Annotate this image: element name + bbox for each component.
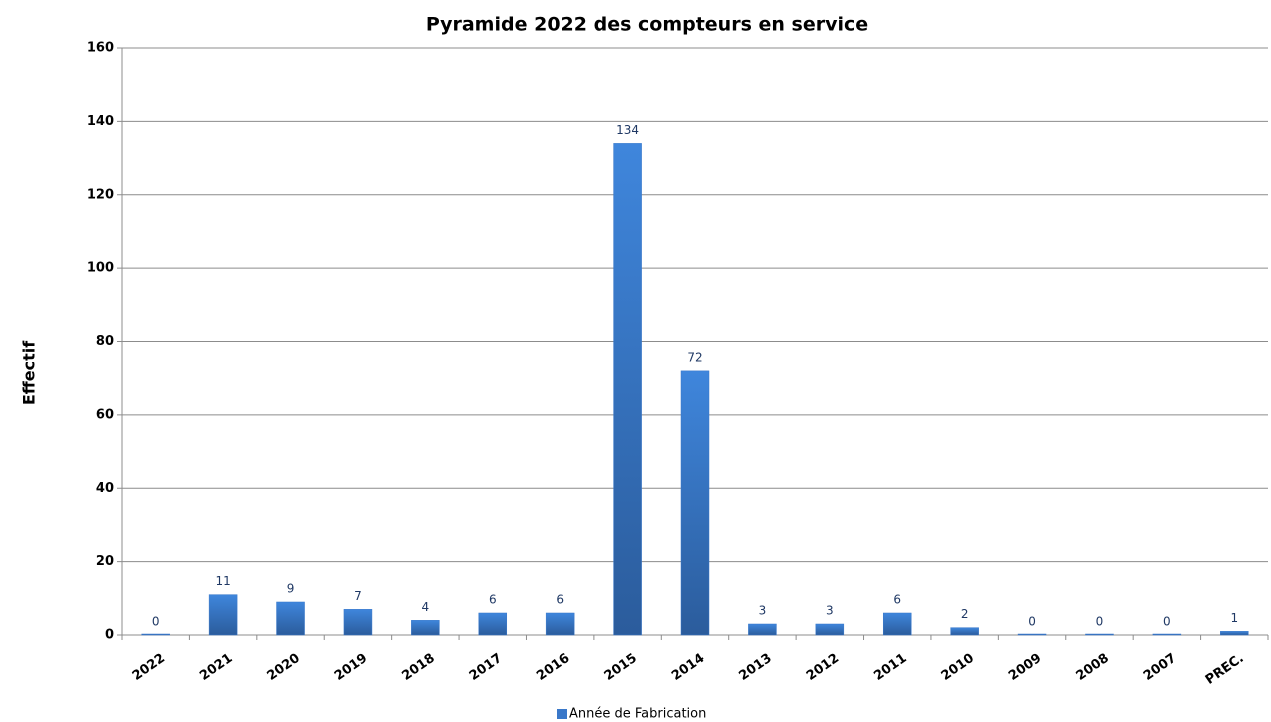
y-axis-label: Effectif [20, 340, 39, 405]
data-label: 0 [1163, 615, 1171, 629]
y-tick-label: 60 [96, 407, 114, 422]
chart-title: Pyramide 2022 des compteurs en service [426, 14, 868, 36]
x-tick-label: 2021 [197, 651, 235, 684]
bar [1152, 633, 1182, 636]
bar [545, 612, 575, 636]
bar [882, 612, 912, 636]
data-label: 4 [422, 600, 430, 614]
y-tick-label: 0 [105, 628, 114, 643]
data-label: 3 [759, 603, 767, 617]
legend-label: Année de Fabrication [569, 707, 706, 722]
data-label: 0 [1028, 615, 1036, 629]
x-tick-label: 2018 [399, 651, 437, 684]
y-tick-label: 40 [96, 481, 114, 496]
data-label: 6 [893, 592, 901, 606]
legend-swatch [557, 709, 567, 719]
bar [276, 601, 305, 636]
bar [613, 143, 642, 636]
data-label: 7 [354, 589, 362, 603]
bar [1220, 631, 1249, 636]
x-tick-label: 2011 [871, 651, 909, 684]
bar [1017, 633, 1047, 636]
x-tick-label: 2020 [265, 651, 303, 684]
x-tick-label: 2019 [332, 651, 370, 684]
data-label: 134 [616, 123, 639, 137]
x-tick-label: 2012 [804, 651, 842, 684]
x-tick-label: PREC. [1203, 651, 1247, 688]
data-label: 2 [961, 607, 969, 621]
x-tick-label: 2013 [736, 651, 774, 684]
data-label: 0 [152, 615, 160, 629]
x-tick-label: 2007 [1141, 651, 1179, 684]
x-tick-label: 2010 [939, 651, 977, 684]
data-label: 1 [1230, 611, 1238, 625]
y-tick-label: 20 [96, 554, 114, 569]
bar [815, 623, 845, 636]
x-tick-label: 2015 [602, 651, 640, 684]
data-label: 11 [215, 574, 230, 588]
x-tick-label: 2016 [534, 651, 572, 684]
y-tick-label: 80 [96, 334, 114, 349]
bar [411, 620, 440, 636]
y-tick-label: 160 [87, 41, 114, 56]
x-tick-label: 2017 [467, 651, 505, 684]
data-label: 6 [556, 592, 564, 606]
bar [208, 594, 238, 636]
bar [950, 627, 979, 636]
x-tick-label: 2014 [669, 651, 707, 684]
bar [1085, 633, 1114, 636]
bar [680, 370, 710, 636]
data-label: 6 [489, 592, 497, 606]
data-label: 0 [1096, 615, 1104, 629]
x-tick-label: 2009 [1006, 651, 1044, 684]
x-tick-label: 2022 [130, 651, 168, 684]
y-tick-label: 120 [87, 187, 114, 202]
y-tick-label: 140 [87, 114, 114, 129]
y-tick-label: 100 [87, 261, 114, 276]
bar [141, 633, 170, 636]
bar [748, 623, 777, 636]
data-label: 9 [287, 581, 295, 595]
bar [343, 609, 373, 636]
data-label: 3 [826, 603, 834, 617]
x-tick-label: 2008 [1074, 651, 1112, 684]
bar [478, 612, 508, 636]
data-label: 72 [687, 350, 702, 364]
